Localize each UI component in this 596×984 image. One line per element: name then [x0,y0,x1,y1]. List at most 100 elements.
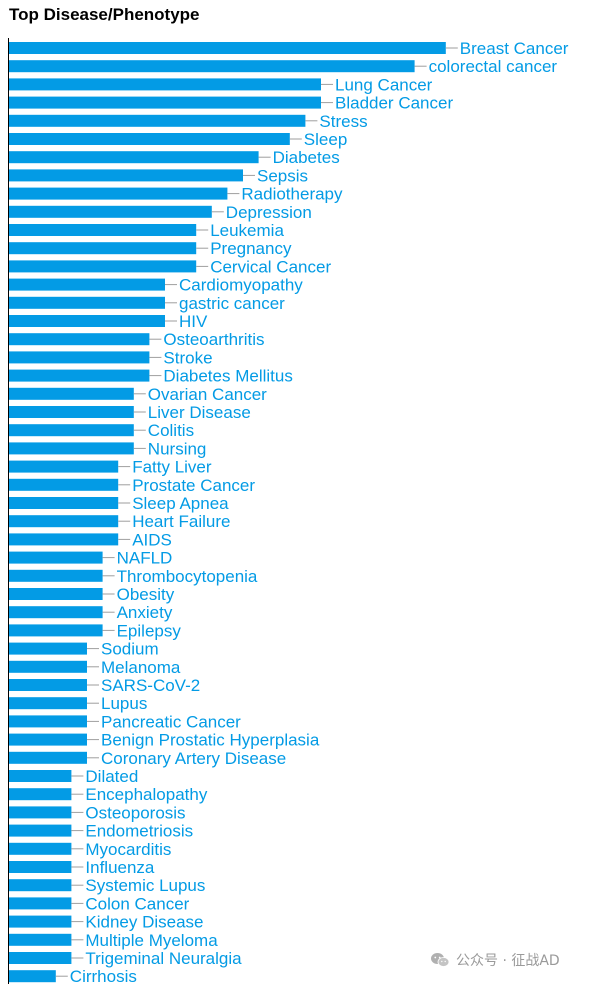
bar [9,624,103,637]
bar-label: Dilated [85,767,138,786]
chart-title: Top Disease/Phenotype [9,5,200,24]
bar [9,114,306,127]
bar [9,861,72,873]
bar-label: Kidney Disease [85,913,203,932]
bar [9,715,87,728]
bar [9,497,119,509]
bar [9,970,56,983]
bar [9,315,165,327]
bar-label: Osteoporosis [85,803,185,822]
bar-label: Thrombocytopenia [117,567,258,586]
bar-label: Breast Cancer [460,39,569,58]
bar-label: Sleep Apnea [132,494,229,513]
bar [9,169,243,182]
bar-label: Pregnancy [210,239,292,258]
bar [9,78,321,91]
bar-label: Stress [319,112,367,131]
bar [9,424,134,437]
bar [9,242,197,255]
bar-label: Cirrhosis [70,967,137,984]
bar-label: Pancreatic Cancer [101,712,241,731]
bar [9,588,103,600]
bar-label: Depression [226,203,312,222]
bar [9,697,87,710]
bar [9,551,103,564]
bar-label: Fatty Liver [132,458,212,477]
bar-label: SARS-CoV-2 [101,676,200,695]
bar-label: Benign Prostatic Hyperplasia [101,731,320,750]
bar-label: AIDS [132,530,172,549]
bar-label: Colon Cancer [85,894,189,913]
bar [9,733,87,746]
bar-label: Melanoma [101,658,181,677]
bar [9,133,290,145]
bar-label: Colitis [148,421,194,440]
bar-label: Encephalopathy [85,785,207,804]
bar [9,333,150,346]
bar-label: Ovarian Cancer [148,385,267,404]
bar [9,515,119,528]
bar [9,387,134,400]
bar [9,296,165,309]
bar-label: Lupus [101,694,147,713]
bar-label: Cervical Cancer [210,257,331,276]
bar-label: Prostate Cancer [132,476,255,495]
bar [9,151,259,164]
bar [9,369,150,382]
bar-label: Diabetes Mellitus [163,367,292,386]
wechat-icon [431,953,450,967]
bar-label: Nursing [148,439,207,458]
bar [9,351,150,364]
bar [9,406,134,418]
bar [9,915,72,928]
bar [9,205,212,218]
bar-label: Endometriosis [85,822,193,841]
bar [9,952,72,964]
bar-label: Sleep [304,130,347,149]
bar [9,60,415,73]
bar-label: Radiotherapy [241,185,343,204]
bar-label: Myocarditis [85,840,171,859]
bar-label: Epilepsy [117,621,182,640]
bar-label: Obesity [117,585,175,604]
bar-label: Sodium [101,640,159,659]
bar-label: Cardiomyopathy [179,276,303,295]
bar-label: Sepsis [257,166,308,185]
watermark: 公众号 · 征战AD [430,948,560,972]
bar-label: Systemic Lupus [85,876,205,895]
bar-label: Lung Cancer [335,75,433,94]
bar [9,96,321,109]
bar [9,442,134,455]
bar [9,533,119,546]
bar-label: Influenza [85,858,155,877]
bar-label: Stroke [163,348,212,367]
bar [9,278,165,291]
bar-label: Osteoarthritis [163,330,264,349]
bar [9,897,72,910]
bar [9,660,87,673]
bar [9,187,228,200]
bar-label: Bladder Cancer [335,94,453,113]
bar [9,642,87,655]
bar-label: Coronary Artery Disease [101,749,286,768]
bar [9,478,119,491]
bar [9,770,72,782]
bar-label: Heart Failure [132,512,230,531]
bar [9,460,119,473]
bar [9,679,87,691]
bar [9,260,197,273]
bar-label: Diabetes [273,148,340,167]
bar-label: HIV [179,312,208,331]
bar-label: Liver Disease [148,403,251,422]
bar-label: Trigeminal Neuralgia [85,949,242,968]
bar-label: Multiple Myeloma [85,931,218,950]
bar [9,751,87,764]
bar-label: colorectal cancer [429,57,558,76]
watermark-text: 公众号 · 征战AD [456,953,560,969]
bar-label: Leukemia [210,221,284,240]
bar [9,933,72,946]
bar-label: gastric cancer [179,294,285,313]
bar [9,806,72,819]
